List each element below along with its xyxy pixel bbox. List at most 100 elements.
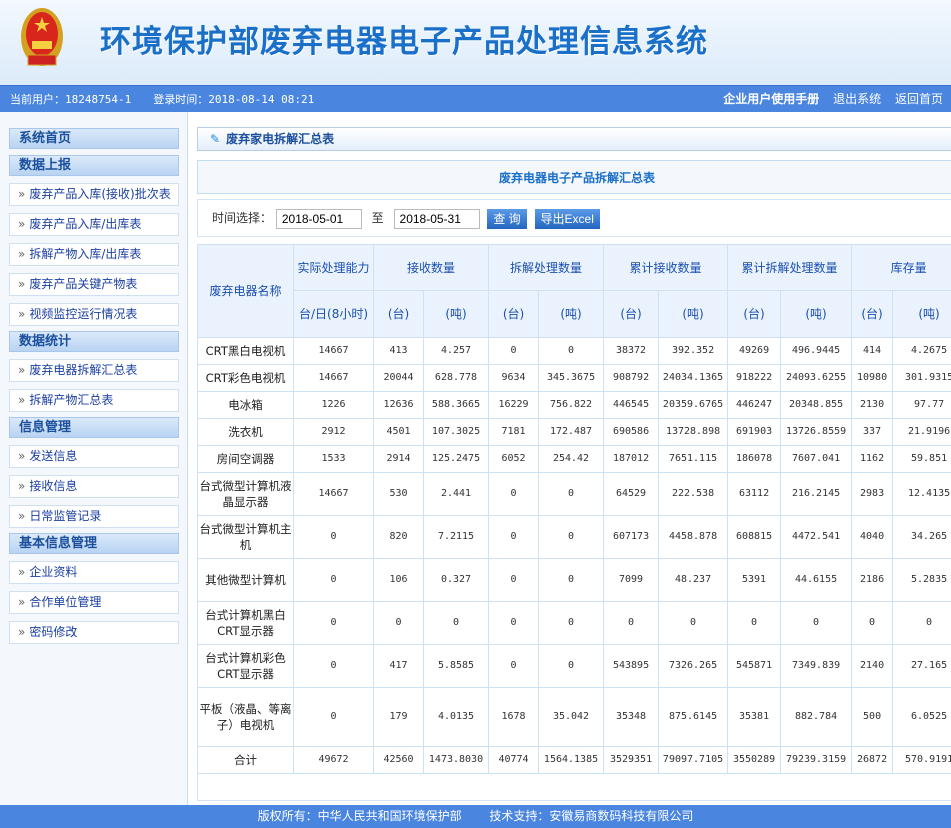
value-cell: 417 [373,644,424,688]
home-link[interactable]: 返回首页 [894,92,943,106]
value-cell: 14667 [293,364,374,392]
value-cell: 40774 [488,746,540,774]
value-cell: 3550289 [727,746,782,774]
table-row: 房间空调器 1533 2914 125.2475 6052 254.42 187012 765… [197,445,951,473]
label: 拆解产物汇总表 [29,393,114,407]
value-cell: 3529351 [603,746,660,774]
double-chevron-icon: » [18,565,26,579]
sidebar-home[interactable]: 系统首页 [9,128,179,149]
value-cell: 5391 [727,558,782,602]
sidebar-item[interactable]: » 废弃产品入库(接收)批次表 [9,183,179,206]
value-cell: 5.2835 [892,558,951,602]
value-cell: 875.6145 [658,687,729,747]
header-group: 累计接收数量 [603,244,729,291]
double-chevron-icon: » [18,509,26,523]
value-cell: 222.538 [658,472,729,516]
sidebar-item[interactable]: » 企业资料 [9,561,179,584]
value-cell: 21.9196 [892,418,951,446]
value-cell: 4472.541 [780,515,853,559]
double-chevron-icon: » [18,449,26,463]
header-group: 库存量 [851,244,951,291]
value-cell: 49269 [727,337,782,365]
value-cell: 24034.1365 [658,364,729,392]
label: 视频监控运行情况表 [29,307,138,321]
sidebar-item[interactable]: » 日常监管记录 [9,505,179,528]
label: 拆解产物入库/出库表 [29,247,142,261]
value-cell: 608815 [727,515,782,559]
logout-link[interactable]: 退出系统 [833,92,882,106]
header-unit: (台) [488,290,540,338]
user-manual-link[interactable]: 企业用户使用手册 [723,92,820,106]
value-cell: 2983 [851,472,894,516]
value-cell: 2140 [851,644,894,688]
label: 日常监管记录 [29,509,102,523]
value-cell: 10980 [851,364,894,392]
sidebar-item[interactable]: » 发送信息 [9,445,179,468]
sidebar-item[interactable]: » 拆解产物入库/出库表 [9,243,179,266]
sidebar-item[interactable]: » 密码修改 [9,621,179,644]
sidebar-group-header[interactable]: 数据统计 [9,331,179,352]
value-cell: 0 [658,601,729,645]
row-name-cell: 台式计算机黑白CRT显示器 [197,601,294,645]
value-cell: 0 [538,472,605,516]
value-cell: 0 [488,644,540,688]
sidebar-item[interactable]: » 拆解产物汇总表 [9,389,179,412]
export-excel-button[interactable]: 导出Excel [534,208,600,229]
row-name-cell: 台式微型计算机液晶显示器 [197,472,294,516]
value-cell: 125.2475 [422,445,490,473]
summary-table: 废弃电器名称 实际处理能力 接收数量 拆解处理数量 累计接收数量 累计拆解处理数… [197,244,951,774]
value-cell: 0 [293,601,374,645]
table-row: CRT黑白电视机 14667 413 4.257 0 0 38372 392.352 49269… [197,337,951,365]
value-cell: 179 [373,687,424,747]
value-cell: 413 [373,337,424,365]
header-unit: (台) [603,290,660,338]
sidebar-group-header[interactable]: 数据上报 [9,155,179,176]
end-date-input[interactable] [393,208,480,229]
value-cell: 14667 [293,337,374,365]
value-cell: 216.2145 [780,472,853,516]
sidebar-item[interactable]: » 视频监控运行情况表 [9,303,179,326]
table-row: 台式微型计算机主机 0 820 7.2115 0 0 607173 4458.878 60881… [197,515,951,559]
value-cell: 0 [293,515,374,559]
value-cell: 0.327 [422,558,490,602]
row-name-cell: CRT彩色电视机 [197,364,294,392]
table-row: 台式计算机黑白CRT显示器 0 0 0 0 0 0 0 0 0 0 0 [197,601,951,645]
row-name-cell: 台式计算机彩色CRT显示器 [197,644,294,688]
value-cell: 0 [488,472,540,516]
value-cell: 6.0525 [892,687,951,747]
value-cell: 7181 [488,418,540,446]
row-name-cell: 其他微型计算机 [197,558,294,602]
top-bar: 当前用户：18248754-1 登录时间：2018-08-14 08:21 企业用… [0,85,951,112]
sidebar-item[interactable]: » 废弃产品入库/出库表 [9,213,179,236]
start-date-input[interactable] [275,208,362,229]
value-cell: 1678 [488,687,540,747]
double-chevron-icon: » [18,277,26,291]
value-cell: 543895 [603,644,660,688]
value-cell: 38372 [603,337,660,365]
value-cell: 4458.878 [658,515,729,559]
header-group: 接收数量 [372,244,490,291]
sidebar-item[interactable]: » 合作单位管理 [9,591,179,614]
current-user: 当前用户：18248754-1 [10,93,132,106]
label: 数据统计 [19,334,72,349]
header-name: 废弃电器名称 [197,244,294,338]
sidebar-item[interactable]: » 接收信息 [9,475,179,498]
value-cell: 20044 [373,364,424,392]
value-cell: 0 [422,601,490,645]
row-name-cell: 合计 [197,746,294,774]
header-group: 拆解处理数量 [488,244,605,291]
query-button[interactable]: 查 询 [487,208,527,229]
sidebar-item[interactable]: » 废弃电器拆解汇总表 [9,359,179,382]
value-cell: 14667 [293,472,374,516]
value-cell: 172.487 [538,418,605,446]
sidebar-item[interactable]: » 废弃产品关键产物表 [9,273,179,296]
sidebar-group-header[interactable]: 基本信息管理 [9,533,179,554]
table-row: 其他微型计算机 0 106 0.327 0 0 7099 48.237 5391 44.6155 2… [197,558,951,602]
sidebar-group-header[interactable]: 信息管理 [9,417,179,438]
value-cell: 607173 [603,515,660,559]
value-cell: 4.2675 [892,337,951,365]
row-name-cell: CRT黑白电视机 [197,337,294,365]
row-name-cell: 台式微型计算机主机 [197,515,294,559]
page-header: ✎ 废弃家电拆解汇总表 [197,127,951,151]
label: 基本信息管理 [19,536,98,551]
